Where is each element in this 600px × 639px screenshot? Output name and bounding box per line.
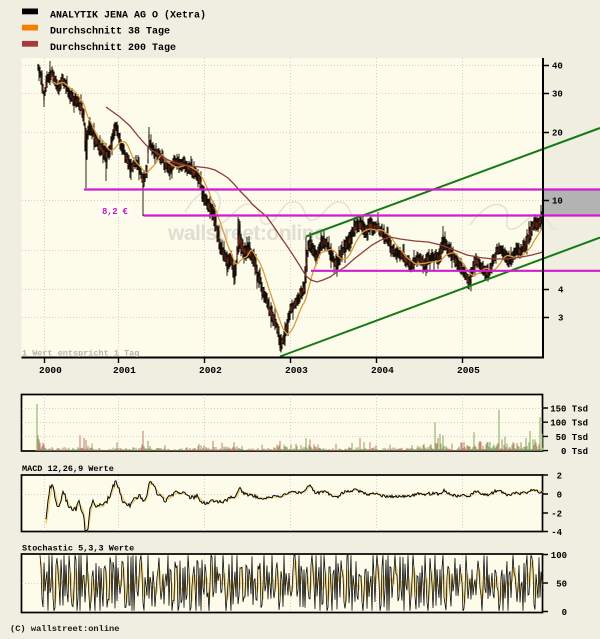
svg-text:8,2 €: 8,2 € xyxy=(102,207,128,217)
svg-text:2002: 2002 xyxy=(199,365,222,376)
svg-text:3: 3 xyxy=(558,314,563,324)
svg-text:2001: 2001 xyxy=(113,365,136,376)
svg-text:2000: 2000 xyxy=(39,365,62,376)
svg-text:100 Tsd: 100 Tsd xyxy=(550,419,588,429)
svg-text:MACD 12,26,9 Werte: MACD 12,26,9 Werte xyxy=(22,464,114,474)
svg-text:150 Tsd: 150 Tsd xyxy=(550,404,588,414)
svg-text:0 Tsd: 0 Tsd xyxy=(561,447,588,457)
svg-text:10: 10 xyxy=(552,197,563,207)
svg-text:100: 100 xyxy=(551,551,567,561)
svg-text:2: 2 xyxy=(557,472,562,482)
svg-text:1 Wert entspricht 1 Tag: 1 Wert entspricht 1 Tag xyxy=(22,349,139,359)
svg-text:(C) wallstreet:online: (C) wallstreet:online xyxy=(10,624,119,634)
svg-text:0: 0 xyxy=(562,608,567,618)
svg-text:-2: -2 xyxy=(551,510,562,520)
svg-text:2004: 2004 xyxy=(371,365,394,376)
svg-text:40: 40 xyxy=(552,62,563,72)
svg-text:4: 4 xyxy=(558,286,564,296)
svg-text:2003: 2003 xyxy=(285,365,308,376)
svg-text:20: 20 xyxy=(552,129,563,139)
svg-text:Durchschnitt 200 Tage: Durchschnitt 200 Tage xyxy=(50,42,176,54)
svg-text:Stochastic 5,3,3 Werte: Stochastic 5,3,3 Werte xyxy=(22,544,134,554)
svg-text:0: 0 xyxy=(557,491,562,501)
svg-text:Durchschnitt 38 Tage: Durchschnitt 38 Tage xyxy=(50,26,170,38)
svg-text:30: 30 xyxy=(552,90,563,100)
svg-text:wallstreet:online: wallstreet:online xyxy=(167,222,325,245)
svg-text:ANALYTIK JENA AG O (Xetra): ANALYTIK JENA AG O (Xetra) xyxy=(50,10,206,22)
svg-text:50 Tsd: 50 Tsd xyxy=(556,433,588,443)
svg-text:2005: 2005 xyxy=(457,365,480,376)
svg-text:50: 50 xyxy=(556,580,567,590)
svg-text:-4: -4 xyxy=(551,528,562,538)
